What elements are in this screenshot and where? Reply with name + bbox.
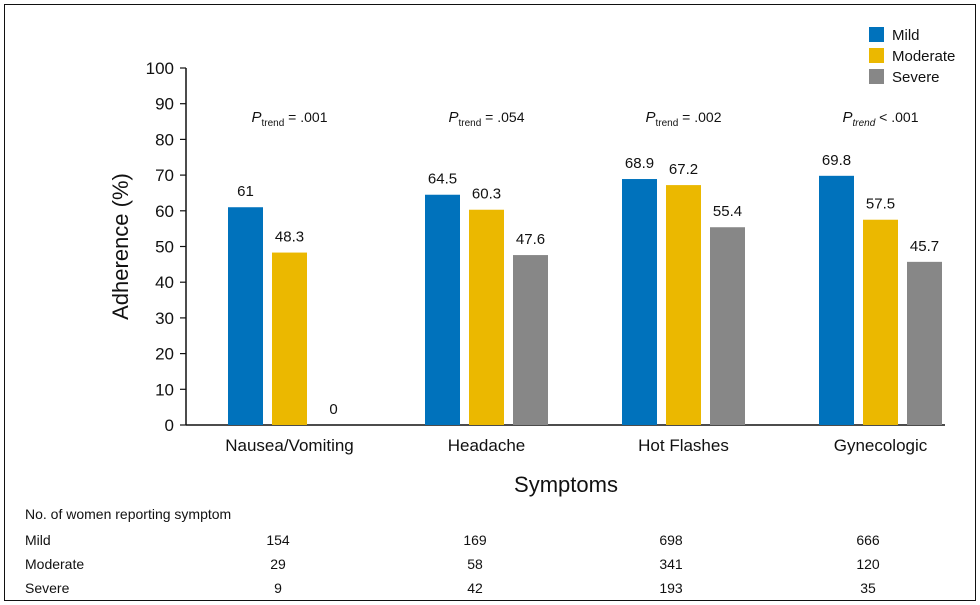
x-tick-label: Nausea/Vomiting	[225, 436, 354, 455]
p-value: = .054	[481, 109, 524, 125]
bar-mild	[228, 207, 263, 425]
table-cell: 9	[274, 580, 282, 596]
legend-swatch-mild	[869, 27, 884, 42]
p-value: = .001	[284, 109, 327, 125]
data-label: 61	[237, 183, 254, 200]
p-trend-annotation: Ptrend = .001	[251, 109, 327, 129]
table-row-severe: Severe 9 42 193 35	[25, 580, 965, 602]
figure-frame	[4, 4, 976, 601]
bar-mild	[622, 179, 657, 425]
y-tick-label: 30	[155, 309, 174, 328]
table-cell: 193	[659, 580, 683, 596]
y-tick-label: 60	[155, 202, 174, 221]
p-subscript: trend	[853, 118, 876, 129]
y-tick-label: 20	[155, 345, 174, 364]
table-cell: 35	[860, 580, 876, 596]
table-cell: 120	[856, 556, 880, 572]
bar-moderate	[666, 185, 701, 425]
p-subscript: trend	[262, 118, 285, 129]
x-axis-label: Symptoms	[514, 472, 618, 497]
bar-mild	[425, 194, 460, 425]
legend-label: Moderate	[892, 48, 955, 65]
data-label: 47.6	[516, 231, 545, 248]
y-tick-label: 70	[155, 166, 174, 185]
table-cell: 154	[266, 532, 290, 548]
p-value: < .001	[875, 109, 918, 125]
table-cell: 666	[856, 532, 880, 548]
y-tick-label: 80	[155, 130, 174, 149]
data-label: 67.2	[669, 161, 698, 178]
data-label: 45.7	[910, 238, 939, 255]
table-cell: 169	[463, 532, 487, 548]
p-symbol: P	[448, 109, 458, 126]
legend-swatch-severe	[869, 69, 884, 84]
bar-moderate	[863, 219, 898, 425]
y-tick-label: 40	[155, 273, 174, 292]
data-label: 57.5	[866, 196, 895, 213]
bar-severe	[710, 227, 745, 425]
y-tick-label: 0	[165, 416, 174, 435]
bar-moderate	[469, 209, 504, 425]
data-label: 48.3	[275, 229, 304, 246]
x-tick-label: Headache	[448, 436, 526, 455]
p-value: = .002	[678, 109, 721, 125]
p-symbol: P	[842, 109, 852, 126]
data-label: 69.8	[822, 152, 851, 169]
data-label: 55.4	[713, 203, 742, 220]
row-label: Severe	[25, 580, 70, 596]
table-cell: 341	[659, 556, 683, 572]
data-label: 68.9	[625, 155, 654, 172]
y-axis-label: Adherence (%)	[108, 173, 133, 320]
bar-mild	[819, 175, 854, 425]
table-cell: 58	[467, 556, 483, 572]
adherence-bar-chart: 0 10 20 30 40 50 60 70 80 90 100 Adherence (%) Sympt…	[108, 27, 955, 497]
table-cell: 698	[659, 532, 683, 548]
row-label: Moderate	[25, 556, 85, 572]
p-subscript: trend	[656, 118, 679, 129]
data-label: 64.5	[428, 171, 457, 188]
bar-moderate	[272, 252, 307, 425]
y-tick-label: 100	[146, 59, 174, 78]
table-title: No. of women reporting symptom	[25, 506, 232, 522]
p-subscript: trend	[459, 118, 482, 129]
p-symbol: P	[645, 109, 655, 126]
table-row-moderate: Moderate 29 58 341 120	[25, 556, 965, 578]
legend-label: Severe	[892, 69, 940, 86]
table-cell: 29	[270, 556, 286, 572]
y-tick-label: 10	[155, 380, 174, 399]
y-tick-label: 90	[155, 95, 174, 114]
x-tick-label: Hot Flashes	[638, 436, 729, 455]
p-trend-annotation: Ptrend < .001	[842, 109, 918, 129]
bar-severe	[907, 261, 942, 425]
p-trend-annotation: Ptrend = .054	[448, 109, 524, 129]
data-label: 0	[329, 401, 337, 418]
legend-label: Mild	[892, 27, 920, 44]
p-symbol: P	[251, 109, 261, 126]
table-cell: 42	[467, 580, 483, 596]
table-title-row: No. of women reporting symptom	[25, 506, 965, 528]
bar-severe	[513, 255, 548, 425]
y-tick-label: 50	[155, 238, 174, 257]
legend-swatch-moderate	[869, 48, 884, 63]
row-label: Mild	[25, 532, 51, 548]
table-row-mild: Mild 154 169 698 666	[25, 532, 965, 554]
p-trend-annotation: Ptrend = .002	[645, 109, 721, 129]
data-label: 60.3	[472, 186, 501, 203]
x-tick-label: Gynecologic	[834, 436, 928, 455]
